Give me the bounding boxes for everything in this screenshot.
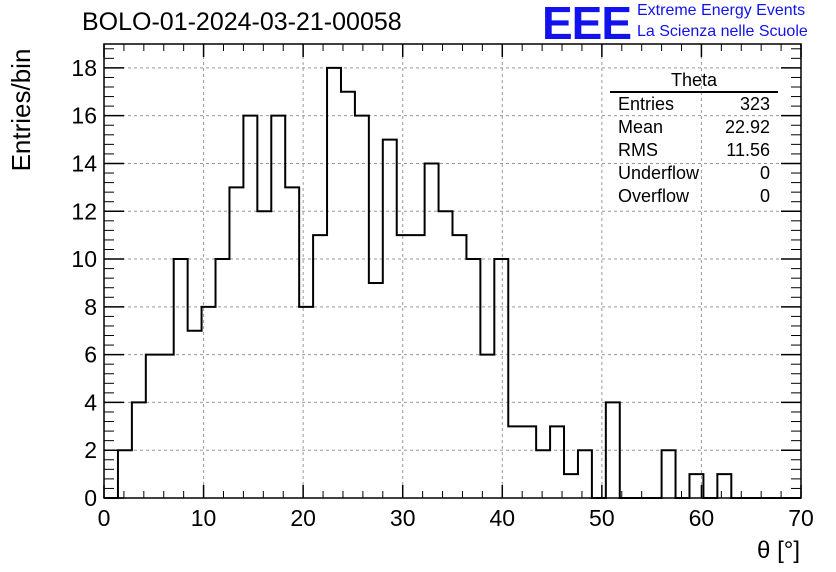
y-tick-label: 8 bbox=[84, 294, 97, 320]
x-tick-label: 0 bbox=[98, 505, 111, 531]
stats-value: 22.92 bbox=[724, 117, 770, 137]
stats-title: Theta bbox=[610, 70, 778, 93]
y-tick-label: 12 bbox=[71, 198, 97, 224]
eee-logo: EEE bbox=[542, 0, 632, 49]
stats-value: 0 bbox=[759, 186, 770, 206]
x-tick-label: 30 bbox=[390, 505, 416, 531]
stats-label: RMS bbox=[618, 140, 658, 160]
stats-row: Mean 22.92 bbox=[610, 116, 778, 139]
y-tick-label: 16 bbox=[71, 103, 97, 129]
x-tick-label: 60 bbox=[689, 505, 715, 531]
axis-tick-labels: 0 10 20 30 40 50 60 70 0 2 4 6 8 10 12 14 16 18 bbox=[71, 55, 813, 531]
stats-value: 323 bbox=[739, 94, 770, 114]
logo-line-1: Extreme Energy Events bbox=[637, 2, 806, 19]
y-tick-label: 2 bbox=[84, 437, 97, 463]
x-tick-label: 70 bbox=[788, 505, 814, 531]
y-tick-label: 14 bbox=[71, 150, 97, 176]
y-tick-label: 6 bbox=[84, 342, 97, 368]
y-tick-label: 10 bbox=[71, 246, 97, 272]
stats-box: Theta Entries 323 Mean 22.92 RMS 11.56 Unde… bbox=[610, 70, 778, 208]
stats-row: Underflow 0 bbox=[610, 162, 778, 185]
logo-line-2: La Scienza nelle Scuole bbox=[637, 23, 808, 40]
y-tick-label: 18 bbox=[71, 55, 97, 81]
stats-row: RMS 11.56 bbox=[610, 139, 778, 162]
stats-label: Underflow bbox=[618, 163, 700, 183]
y-tick-label: 4 bbox=[84, 389, 97, 415]
histogram-line bbox=[104, 66, 801, 499]
x-axis-label: θ [°] bbox=[757, 537, 800, 564]
x-tick-label: 50 bbox=[589, 505, 615, 531]
stats-row: Overflow 0 bbox=[610, 185, 778, 208]
stats-value: 11.56 bbox=[726, 140, 770, 160]
stats-label: Overflow bbox=[618, 186, 690, 206]
y-tick-label: 0 bbox=[84, 485, 97, 511]
chart-title: BOLO-01-2024-03-21-00058 bbox=[82, 8, 402, 36]
y-axis-label: Entries/bin bbox=[6, 49, 36, 172]
stats-value: 0 bbox=[759, 163, 770, 183]
x-tick-label: 20 bbox=[290, 505, 316, 531]
stats-label: Mean bbox=[618, 117, 664, 137]
x-tick-label: 40 bbox=[489, 505, 515, 531]
plot-frame bbox=[103, 43, 802, 499]
stats-row: Entries 323 bbox=[610, 93, 778, 116]
grid-lines bbox=[104, 44, 801, 498]
stats-label: Entries bbox=[618, 94, 675, 114]
x-tick-label: 10 bbox=[191, 505, 217, 531]
